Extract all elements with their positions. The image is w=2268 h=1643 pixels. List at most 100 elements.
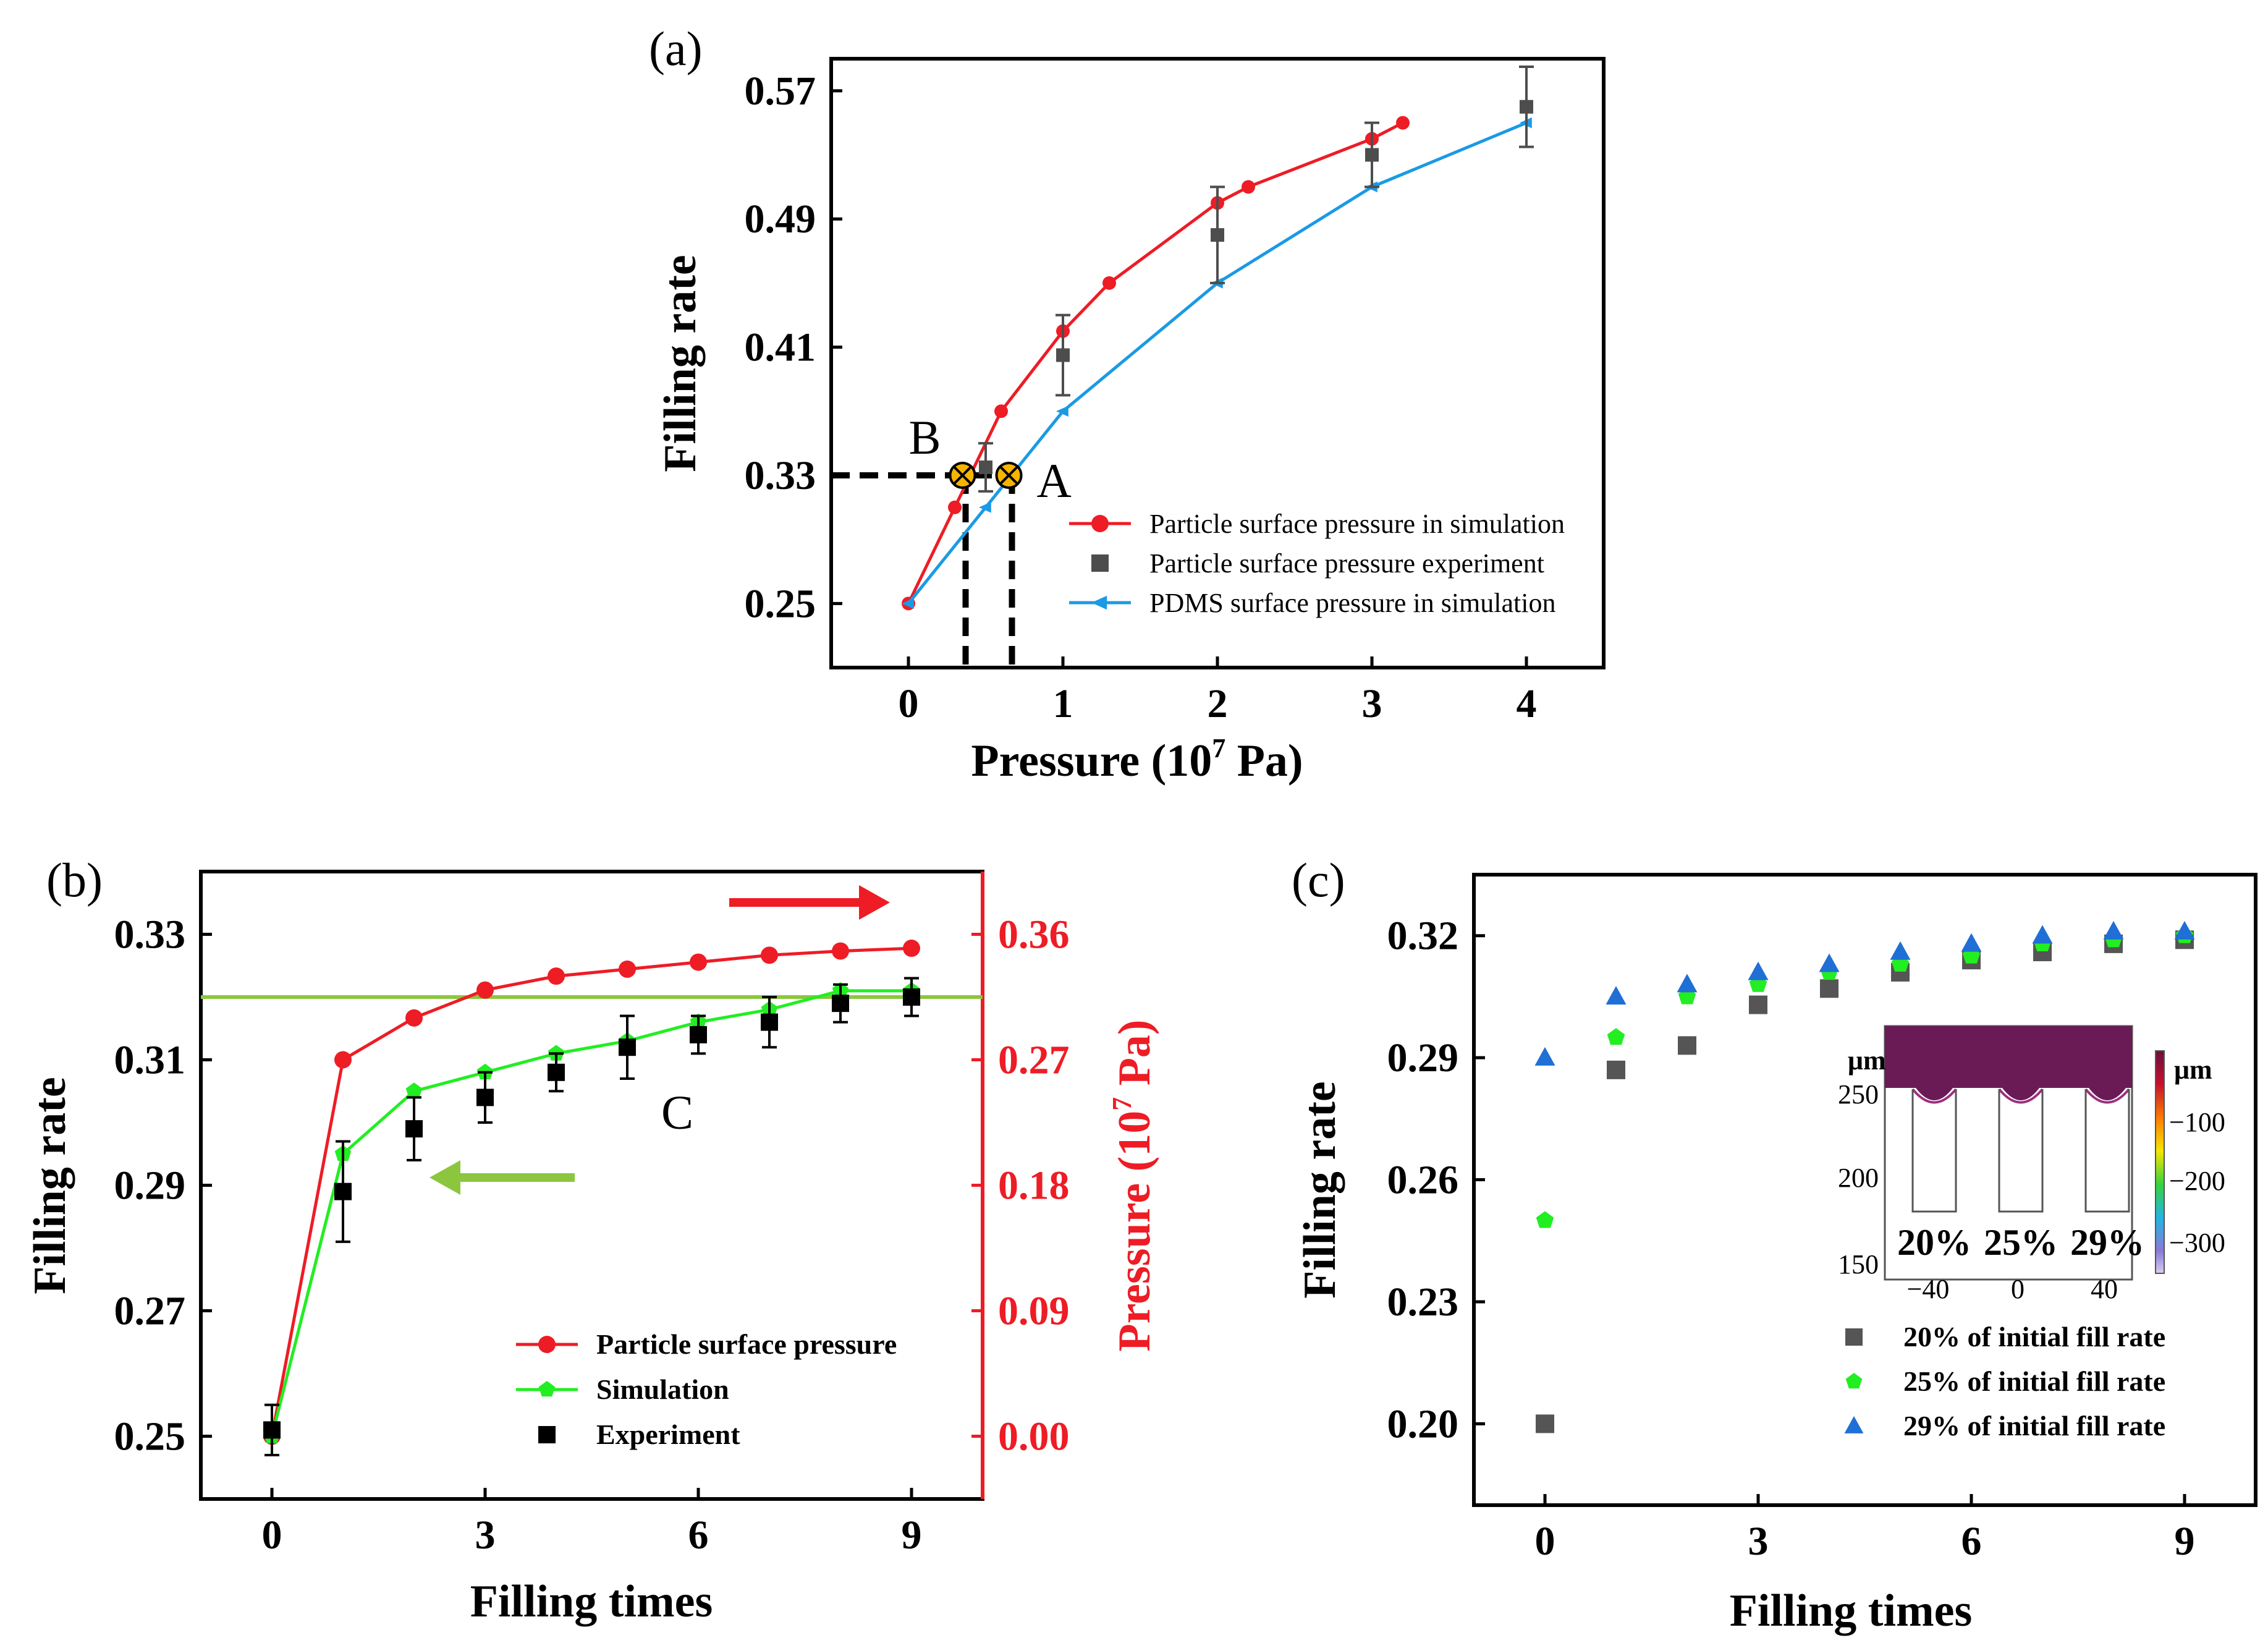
- data-point: [690, 953, 707, 971]
- legend-marker: [538, 1426, 556, 1443]
- inset-label-25: 25%: [1984, 1222, 2058, 1263]
- panel-b-x-axis-label: Filling times: [470, 1576, 713, 1627]
- series-line: [270, 989, 912, 1437]
- annotation-label: C: [661, 1085, 693, 1139]
- y-tick-label: 0.25: [114, 1414, 186, 1459]
- data-point: [1677, 974, 1698, 993]
- data-point: [690, 1025, 707, 1043]
- series-line: [907, 121, 1527, 605]
- legend-marker: [1844, 1416, 1864, 1433]
- legend-marker: [538, 1381, 556, 1397]
- y-tick-label: 0.25: [745, 581, 816, 626]
- red-arrow-head: [859, 885, 890, 920]
- panel-b: (b) 0.25 0.27 0.29 0.31 0.33 0.00 0.09 0.18 0.2…: [25, 853, 1160, 1627]
- colorbar-tick: −300: [2169, 1228, 2225, 1258]
- panel-b-y2-axis-label: Pressure (107 Pa): [1107, 1019, 1160, 1351]
- data-point: [1748, 961, 1769, 980]
- panel-c-x-axis-label: Filling times: [1730, 1586, 1973, 1636]
- data-point: [902, 598, 914, 609]
- inset-colorbar: [2155, 1050, 2165, 1274]
- data-point: [1819, 953, 1840, 972]
- intersection-cross: [954, 466, 971, 485]
- panel-a: (a) 0.25 0.33 0.41 0.49 0.57 0 1 2 3 4 Filling r…: [649, 22, 1606, 786]
- panel-c-legend: 20% of initial fill rate 25% of initial f…: [1844, 1321, 2165, 1441]
- data-point: [1534, 1047, 1555, 1066]
- panel-c: (c) 0.20 0.23 0.26 0.29 0.32 0 3 6 9 Filling ra…: [1292, 853, 2257, 1636]
- data-point: [1242, 180, 1255, 194]
- data-point: [405, 1082, 423, 1098]
- data-point: [2032, 925, 2053, 944]
- y-tick-label: 0.31: [114, 1038, 186, 1083]
- data-point: [832, 995, 849, 1013]
- y-tick-label: 0.09: [998, 1289, 1070, 1334]
- data-point: [1890, 941, 1911, 960]
- panel-b-legend: Particle surface pressure Simulation Exper…: [516, 1328, 897, 1450]
- x-tick-label: 1: [1053, 681, 1073, 726]
- series-2: [263, 977, 920, 1456]
- panel-c-inset: 250 200 150 μm −40 0 40 20% 25% 29% μm −…: [1838, 1025, 2225, 1304]
- data-point: [619, 1038, 636, 1056]
- data-point: [263, 1421, 281, 1439]
- y-tick-label: 0.32: [1387, 914, 1459, 959]
- panel-b-y-ticks: 0.25 0.27 0.29 0.31 0.33: [114, 912, 212, 1459]
- data-point: [548, 1063, 565, 1081]
- y-tick-label: 0.27: [114, 1289, 186, 1334]
- y-tick-label: 0.20: [1387, 1401, 1459, 1446]
- data-point: [1536, 1414, 1554, 1433]
- panel-a-y-ticks: 0.25 0.33 0.41 0.49 0.57: [745, 69, 842, 626]
- panel-b-axis-arrows: [429, 885, 890, 1195]
- panel-c-x-ticks: 0 3 6 9: [1535, 1494, 2195, 1564]
- legend-marker: [538, 1336, 556, 1353]
- annotation-label: B: [908, 410, 941, 464]
- data-point: [1211, 228, 1224, 242]
- x-tick-label: 3: [1362, 681, 1382, 726]
- y-tick-label: 0.23: [1387, 1280, 1459, 1325]
- panel-c-y-axis-label: Filling rate: [1295, 1081, 1345, 1298]
- y-tick-label: 0.33: [114, 912, 186, 957]
- legend-label: Experiment: [596, 1419, 740, 1450]
- inset-x-tick: 40: [2091, 1274, 2118, 1304]
- colorbar-tick: −100: [2169, 1107, 2225, 1137]
- panel-a-annotations: BA: [908, 410, 1071, 507]
- inset-x-tick: 0: [2011, 1274, 2025, 1304]
- data-point: [1607, 1028, 1625, 1045]
- panel-c-series: [1534, 920, 2195, 1433]
- data-point: [832, 942, 849, 960]
- panel-b-y2-ticks: 0.00 0.09 0.18 0.27 0.36: [971, 912, 1070, 1459]
- inset-y-tick: 150: [1838, 1249, 1879, 1280]
- inset-y-tick: 200: [1838, 1163, 1879, 1193]
- data-point: [1396, 116, 1410, 130]
- panel-a-x-ticks: 0 1 2 3 4: [899, 656, 1537, 726]
- legend-marker: [1845, 1328, 1863, 1346]
- y-tick-label: 0.36: [998, 912, 1070, 957]
- annotation-label: A: [1037, 454, 1072, 507]
- panel-b-annotations: C: [661, 1085, 693, 1139]
- green-arrow-head: [429, 1160, 460, 1195]
- legend-label: PDMS surface pressure in simulation: [1149, 588, 1555, 618]
- series-1: [263, 982, 920, 1443]
- panel-a-y-axis-label: Filling rate: [655, 255, 706, 472]
- x-tick-label: 9: [902, 1513, 922, 1558]
- legend-label: 20% of initial fill rate: [1903, 1321, 2165, 1352]
- y-tick-label: 0.33: [745, 453, 816, 498]
- data-point: [1820, 979, 1839, 998]
- data-point: [619, 960, 636, 978]
- data-point: [2174, 920, 2195, 940]
- panel-c-y-ticks: 0.20 0.23 0.26 0.29 0.32: [1387, 914, 1485, 1446]
- data-point: [994, 404, 1008, 418]
- x-tick-label: 0: [1535, 1519, 1555, 1564]
- inset-label-20: 20%: [1897, 1222, 1971, 1263]
- data-point: [761, 1013, 778, 1031]
- panel-a-dashed-guides: [831, 472, 1015, 668]
- data-point: [979, 460, 992, 474]
- colorbar-tick: −200: [2169, 1166, 2225, 1196]
- series-2: [1534, 920, 2195, 1066]
- data-point: [1520, 100, 1533, 114]
- data-point: [1056, 405, 1068, 417]
- legend-label: Particle surface pressure in simulation: [1149, 509, 1565, 539]
- y-tick-label: 0.26: [1387, 1158, 1459, 1203]
- x-tick-label: 0: [262, 1513, 282, 1558]
- data-point: [1607, 1060, 1625, 1079]
- legend-marker: [1845, 1373, 1863, 1389]
